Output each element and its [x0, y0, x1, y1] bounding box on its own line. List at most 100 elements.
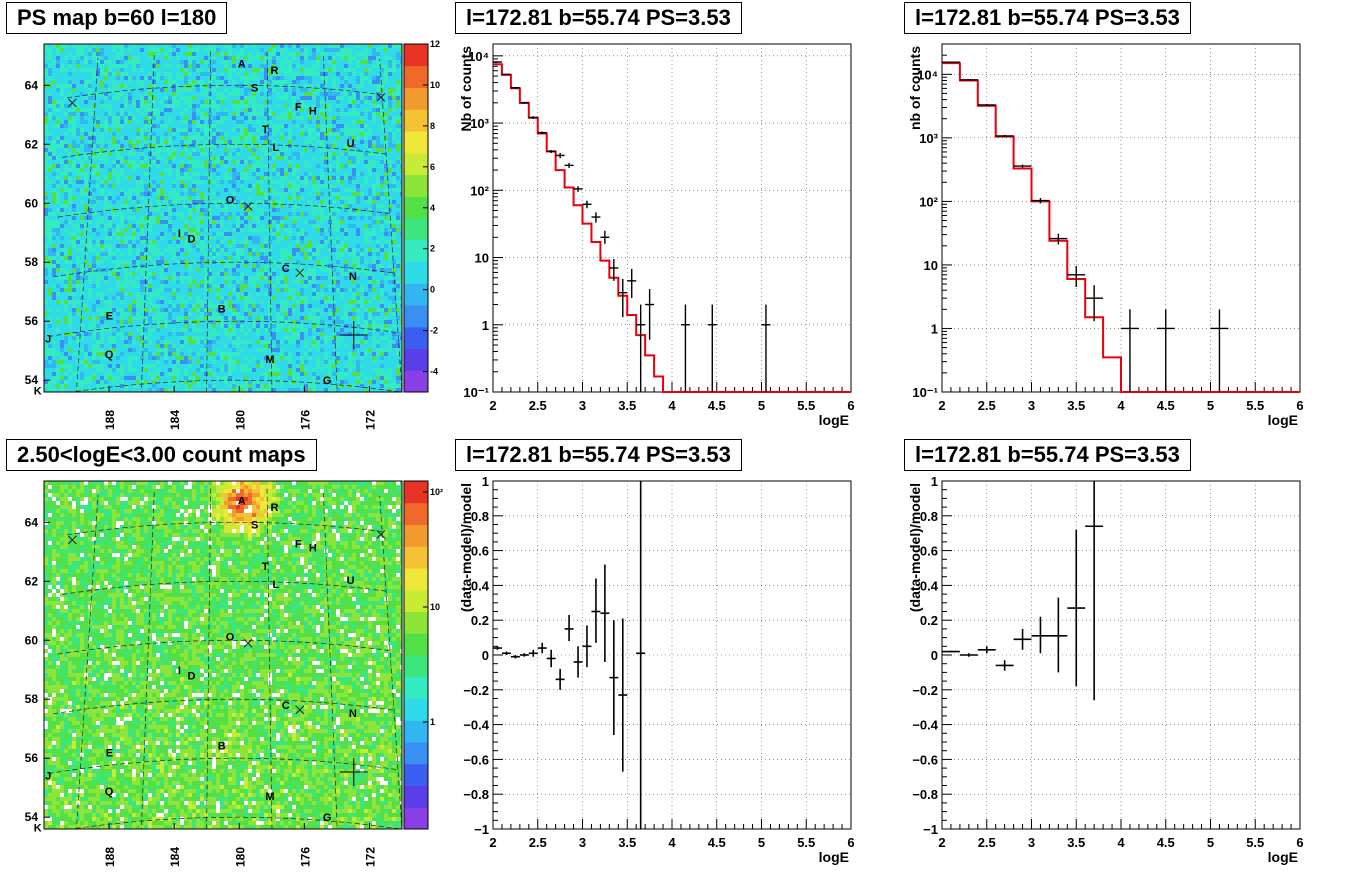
x-tick-label: 188: [103, 410, 117, 430]
x-tick-label: 3.5: [618, 835, 636, 850]
x-tick-label: 180: [233, 847, 247, 867]
map_bottom-panel: A RS F H TL U O I D C N E B J Q M G K54 56 58 60 62 64 188 184 18…: [25, 480, 443, 867]
source-label: C: [282, 263, 290, 275]
y-tick-label: 54: [25, 810, 39, 824]
x-tick-label: 2.5: [978, 835, 996, 850]
data-point: [600, 230, 610, 244]
y-tick-label: 10: [924, 258, 938, 273]
residual-point: [1013, 628, 1032, 650]
y-tick-label: 64: [25, 515, 39, 529]
map_top-graticule: [48, 50, 402, 392]
source-label: M: [265, 354, 274, 366]
data-point: [510, 86, 520, 89]
x-tick-label: 176: [298, 410, 312, 430]
y-tick-label: 10²: [919, 194, 938, 209]
source-label: K: [34, 385, 42, 397]
longitude-line: [379, 495, 402, 829]
x-tick-label: 4.5: [1157, 398, 1175, 413]
y-tick-label: 10²: [470, 183, 489, 198]
spectrum-left-title: l=172.81 b=55.74 PS=3.53: [455, 2, 742, 34]
x-axis-label: logE: [1268, 412, 1298, 428]
data-point: [609, 259, 619, 281]
marker-x: [67, 98, 77, 108]
longitude-line: [140, 52, 155, 392]
y-tick-label: 0.4: [471, 578, 490, 593]
colorbar-label: 4: [430, 203, 435, 213]
residual-point: [1031, 616, 1050, 654]
y-tick-label: 10³: [470, 116, 489, 131]
model-histogram: [942, 62, 1300, 393]
colorbar-swatch: [404, 261, 428, 284]
residual-point: [501, 651, 511, 655]
x-tick-label: 4: [1117, 398, 1125, 413]
colorbar-swatch: [404, 698, 428, 721]
longitude-line: [379, 58, 402, 392]
y-tick-label: −0.6: [463, 752, 489, 767]
source-label: H: [309, 542, 317, 554]
residual-point: [1085, 481, 1104, 701]
colorbar-label: 2: [430, 244, 435, 254]
source-label: R: [270, 65, 278, 77]
data-point: [519, 101, 529, 104]
x-tick-label: 172: [363, 847, 377, 867]
x-tick-label: 2: [489, 398, 496, 413]
target-cross: [339, 757, 368, 786]
data-point: [995, 134, 1014, 138]
y-tick-label: 0: [482, 648, 489, 663]
y-tick-label: 0.8: [920, 509, 938, 524]
data-point: [1085, 285, 1104, 322]
source-label: G: [323, 812, 332, 824]
x-tick-label: 2: [938, 835, 945, 850]
map-top-title: PS map b=60 l=180: [6, 2, 228, 34]
colorbar-swatch: [404, 502, 428, 525]
colorbar-swatch: [404, 763, 428, 786]
x-axis-label: logE: [819, 849, 849, 865]
map_bottom-graticule: [48, 487, 402, 829]
x-axis-label: logE: [819, 412, 849, 428]
data-point: [1156, 309, 1175, 392]
x-axis-label: logE: [1268, 849, 1298, 865]
longitude-line: [266, 487, 273, 829]
colorbar-label: 0: [430, 285, 435, 295]
colorbar-swatch: [404, 720, 428, 743]
y-tick-label: 10³: [919, 131, 938, 146]
source-label: G: [323, 375, 332, 387]
y-tick-label: 10⁻¹: [912, 385, 938, 400]
map_top-frame: [43, 43, 403, 393]
data-point: [582, 200, 592, 209]
x-tick-label: 3: [1028, 398, 1035, 413]
x-tick-label: 6: [1296, 835, 1303, 850]
data-point: [707, 304, 717, 392]
source-label: Q: [105, 786, 114, 798]
res1-plot: 2 2.5 3 3.5 4 4.5 5 5.5 6 −1 −0.8 −0.6 −0.4 −0.2 0 0.2 0…: [458, 474, 855, 865]
colorbar-label: -4: [430, 367, 438, 377]
colorbar-swatch: [404, 131, 428, 154]
source-label: E: [106, 310, 113, 322]
colorbar-swatch: [404, 348, 428, 371]
x-tick-label: 2.5: [529, 398, 547, 413]
source-label: A: [238, 496, 246, 508]
longitude-line: [76, 495, 99, 829]
y-tick-label: 1: [931, 474, 938, 489]
map_bottom-frame: [43, 480, 403, 830]
residual-point: [519, 653, 529, 657]
data-point: [493, 61, 502, 63]
spectrum-right-title: l=172.81 b=55.74 PS=3.53: [904, 2, 1191, 34]
model-histogram: [493, 63, 851, 393]
y-tick-label: 56: [25, 751, 39, 765]
residual-point: [528, 649, 538, 657]
x-tick-label: 3: [1028, 835, 1035, 850]
y-tick-label: 60: [25, 633, 39, 647]
x-tick-label: 176: [298, 847, 312, 867]
source-label: O: [226, 631, 235, 643]
data-point: [501, 73, 511, 76]
colorbar-swatch: [404, 152, 428, 175]
residual-point: [493, 646, 502, 650]
y-tick-label: 0.6: [471, 544, 489, 559]
source-label: D: [188, 670, 196, 682]
latitude-line: [69, 379, 402, 392]
x-tick-label: 6: [847, 835, 854, 850]
x-tick-label: 5.5: [797, 398, 815, 413]
x-tick-label: 4.5: [1157, 835, 1175, 850]
